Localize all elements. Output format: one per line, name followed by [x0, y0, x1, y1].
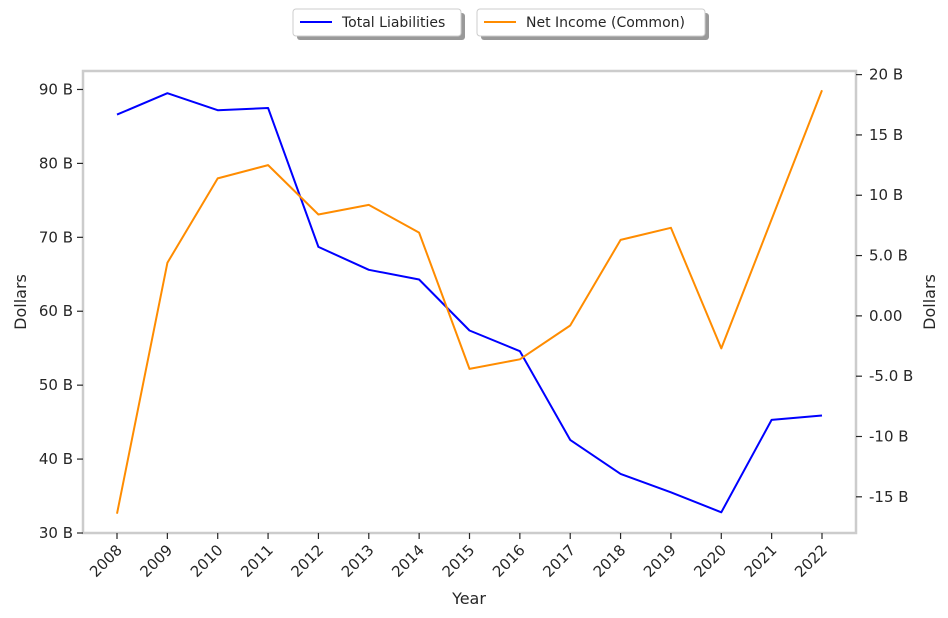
- right-tick-label: -15 B: [869, 488, 909, 506]
- right-tick-label: 20 B: [869, 66, 903, 84]
- x-tick-label: 2018: [590, 541, 630, 581]
- series-line-net-income-common: [116, 89, 823, 514]
- x-tick-label: 2010: [187, 541, 227, 581]
- left-tick-label: 50 B: [39, 376, 73, 394]
- legend-item-total-liabilities: Total Liabilities: [292, 8, 465, 40]
- left-tick-label: 80 B: [39, 154, 73, 172]
- left-y-axis-title: Dollars: [11, 274, 30, 330]
- left-tick-label: 70 B: [39, 228, 73, 246]
- plot-area-frame: [81, 69, 858, 535]
- x-tick-label: 2014: [388, 541, 428, 581]
- series-line-total-liabilities: [116, 92, 823, 514]
- left-y-axis: 30 B 40 B 50 B 60 B 70 B 80 B 90 B: [39, 80, 83, 542]
- x-tick-label: 2016: [489, 541, 529, 581]
- legend-box: [476, 8, 706, 37]
- x-tick-label: 2009: [136, 541, 176, 581]
- right-tick-label: -5.0 B: [869, 367, 913, 385]
- left-tick-label: 30 B: [39, 524, 73, 542]
- right-y-axis: -15 B -10 B -5.0 B 0.00 5.0 B 10 B 15 B 20 B: [856, 66, 913, 506]
- series-layer: [116, 89, 823, 514]
- legend: Total Liabilities Net Income (Common): [292, 8, 709, 40]
- x-tick-label: 2019: [640, 541, 680, 581]
- x-tick-label: 2017: [539, 541, 579, 581]
- right-tick-label: 15 B: [869, 126, 903, 144]
- x-axis: 2008 2009 2010 2011 2012 2013 2014 2015 2016 2017…: [86, 533, 831, 581]
- right-y-axis-title: Dollars: [920, 274, 939, 330]
- legend-item-net-income: Net Income (Common): [476, 8, 709, 40]
- x-tick-label: 2008: [86, 541, 126, 581]
- left-tick-label: 40 B: [39, 450, 73, 468]
- left-tick-label: 60 B: [39, 302, 73, 320]
- legend-label-net-income: Net Income (Common): [526, 15, 685, 31]
- x-tick-label: 2011: [237, 541, 277, 581]
- right-tick-label: 5.0 B: [869, 247, 908, 265]
- x-tick-label: 2012: [288, 541, 328, 581]
- x-tick-label: 2015: [439, 541, 479, 581]
- legend-box: [292, 8, 462, 37]
- right-tick-label: 0.00: [869, 307, 902, 325]
- right-tick-label: -10 B: [869, 427, 909, 445]
- x-tick-label: 2013: [338, 541, 378, 581]
- left-tick-label: 90 B: [39, 80, 73, 98]
- x-tick-label: 2021: [741, 541, 781, 581]
- legend-label-total-liabilities: Total Liabilities: [341, 15, 445, 31]
- x-tick-label: 2022: [791, 541, 831, 581]
- x-axis-title: Year: [451, 589, 486, 608]
- x-tick-label: 2020: [690, 541, 730, 581]
- right-tick-label: 10 B: [869, 186, 903, 204]
